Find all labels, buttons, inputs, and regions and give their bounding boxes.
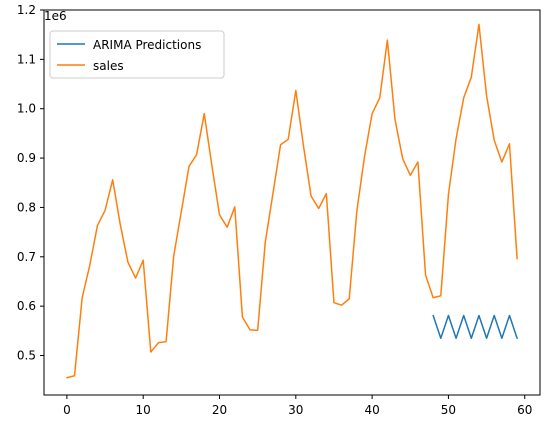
y-tick-label: 0.9 xyxy=(17,151,36,165)
x-axis: 0 10 20 30 40 50 60 xyxy=(63,395,532,417)
series-line-sales xyxy=(66,23,518,379)
y-tick-label: 0.6 xyxy=(17,299,36,313)
y-tick-label: 1.1 xyxy=(17,52,36,66)
y-tick-label: 0.5 xyxy=(17,349,36,363)
legend-label-arima: ARIMA Predictions xyxy=(93,38,201,52)
y-tick-label: 1.2 xyxy=(17,3,36,17)
x-tick-label: 40 xyxy=(364,403,379,417)
legend-label-sales: sales xyxy=(93,59,124,73)
y-tick-label: 1.0 xyxy=(17,102,36,116)
y-tick-label: 0.7 xyxy=(17,250,36,264)
series-layer xyxy=(66,23,518,379)
x-tick-label: 20 xyxy=(212,403,227,417)
series-line-arima-predictions xyxy=(432,314,518,339)
x-tick-label: 50 xyxy=(441,403,456,417)
legend: ARIMA Predictions sales xyxy=(49,30,225,79)
legend-box xyxy=(49,30,225,79)
x-tick-label: 60 xyxy=(517,403,532,417)
axes-frame xyxy=(43,9,541,396)
y-offset-label: 1e6 xyxy=(44,9,67,23)
x-tick-label: 0 xyxy=(63,403,71,417)
x-tick-label: 30 xyxy=(288,403,303,417)
x-tick-label: 10 xyxy=(136,403,151,417)
y-tick-label: 0.8 xyxy=(17,200,36,214)
y-axis: 0.5 0.6 0.7 0.8 0.9 1.0 1.1 1.2 xyxy=(17,3,44,363)
